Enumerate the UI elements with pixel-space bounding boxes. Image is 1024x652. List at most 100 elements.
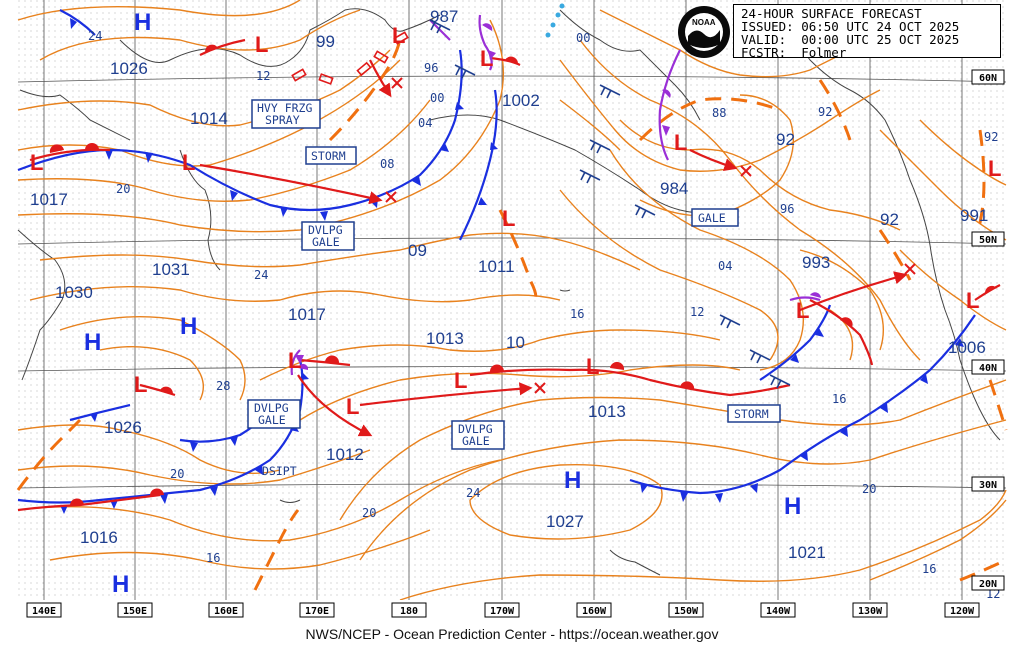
pressure-label: 1016 [80, 528, 118, 547]
noaa-logo-text: NOAA [692, 18, 716, 27]
storm-tracks [199, 59, 908, 437]
lat-label: 30N [979, 480, 997, 491]
map-background [18, 0, 1006, 600]
storm-warning-2: STORM [734, 407, 769, 421]
lon-label: 140W [766, 606, 791, 617]
noaa-logo: NOAA [678, 6, 730, 58]
isobar-label: 24 [88, 29, 102, 43]
high-center: H [134, 9, 151, 36]
dvlpg-gale-2-line1: DVLPG [254, 401, 289, 415]
warm-front-bumps [49, 44, 997, 506]
cold-front-teeth [60, 18, 964, 514]
high-centers: H H H H H H [84, 9, 801, 598]
low-center: L [502, 206, 515, 231]
lon-label-box [26, 602, 62, 618]
lon-label-box [299, 602, 335, 618]
dvlpg-gale-1-line1: DVLPG [308, 223, 343, 237]
low-center: L [346, 394, 359, 419]
pressure-label: 1027 [546, 512, 584, 531]
lat-label-box [971, 231, 1005, 247]
lon-label: 150W [674, 606, 699, 617]
isobar-label: 09 [408, 241, 427, 260]
lon-label-box [117, 602, 153, 618]
isobar-label: 12 [690, 305, 704, 319]
isobar-label: 20 [362, 506, 376, 520]
isobar-label: 20 [862, 482, 876, 496]
pressure-label: 1013 [426, 329, 464, 348]
low-center: L [796, 298, 809, 323]
pressure-label: 1031 [152, 260, 190, 279]
occluded-front-symbols [295, 23, 821, 370]
low-center: L [30, 150, 43, 175]
lon-label: 130W [858, 606, 883, 617]
lat-label: 60N [979, 73, 997, 84]
lon-label-box [852, 602, 888, 618]
coastlines [17, 8, 1001, 576]
low-center: L [586, 354, 599, 379]
isobar-label: 10 [506, 333, 525, 352]
pressure-label: 984 [660, 179, 688, 198]
pressure-label: 99 [316, 32, 335, 51]
pressure-label: 88 [712, 106, 726, 120]
pressure-labels: 1026 1017 1014 99 987 1002 984 92 993 99… [30, 7, 988, 562]
lon-label-box [484, 602, 520, 618]
isobar-label: 16 [570, 307, 584, 321]
dvlpg-gale-2-line2: GALE [258, 413, 286, 427]
pressure-label: 993 [802, 253, 830, 272]
forecast-title: 24-HOUR SURFACE FORECAST [741, 6, 922, 21]
dvlpg-gale-1-line2: GALE [312, 235, 340, 249]
low-center: L [182, 150, 195, 175]
lat-label-box [971, 476, 1005, 492]
pressure-label: 1021 [788, 543, 826, 562]
lon-label: 180 [400, 606, 418, 617]
low-center: L [255, 32, 268, 57]
high-center: H [564, 467, 581, 494]
low-center: L [288, 348, 301, 373]
pressure-label: 991 [960, 206, 988, 225]
pressure-label: 92 [776, 130, 795, 149]
isobar-label: 20 [170, 467, 184, 481]
isobar-label: 24 [254, 268, 268, 282]
isobar-label: 96 [780, 202, 794, 216]
pressure-label: 1006 [948, 338, 986, 357]
pressure-label: 1011 [478, 257, 515, 276]
isobar-label: 24 [466, 486, 480, 500]
lat-label-box [971, 575, 1005, 591]
isobar-label: 16 [206, 551, 220, 565]
lon-label-box [576, 602, 612, 618]
isobar-label: 16 [832, 392, 846, 406]
low-center: L [674, 130, 687, 155]
issued-time: ISSUED: 06:50 UTC 24 OCT 2025 [741, 19, 960, 34]
gale-warning: GALE [698, 211, 726, 225]
isobar-label: 92 [818, 105, 832, 119]
isobar-labels: 24 12 96 00 04 08 09 20 24 28 20 16 16 1… [88, 29, 1000, 601]
pressure-label: 1026 [110, 59, 148, 78]
pressure-label: 1014 [190, 109, 228, 128]
storm-warning-1: STORM [311, 149, 346, 163]
warning-boxes: HVY FRZG SPRAY STORM DVLPG GALE GALE DVL… [247, 99, 781, 478]
forecaster: FCSTR: Folmer [741, 45, 847, 60]
lon-label: 160W [582, 606, 607, 617]
occluded-fronts [290, 14, 821, 376]
isobar-label: 00 [576, 31, 590, 45]
low-centers [385, 77, 916, 394]
pressure-label: 987 [430, 7, 458, 26]
lon-label: 140E [32, 606, 56, 617]
pressure-label: 92 [880, 210, 899, 229]
dvlpg-gale-3-line2: GALE [462, 434, 490, 448]
high-center: H [784, 493, 801, 520]
footer-credit: NWS/NCEP - Ocean Prediction Center - htt… [305, 626, 719, 642]
lon-label-box [760, 602, 796, 618]
isobar-label: 04 [418, 116, 432, 130]
lat-axis: 60N 50N 40N 30N 20N [971, 69, 1005, 591]
low-center: L [966, 288, 979, 313]
forecast-info-box: 24-HOUR SURFACE FORECAST ISSUED: 06:50 U… [733, 4, 1001, 60]
high-center: H [180, 313, 197, 340]
pressure-label: 1030 [55, 283, 93, 302]
pressure-label: 1017 [30, 190, 68, 209]
low-center: L [480, 46, 493, 71]
lon-label-box [391, 602, 427, 618]
isobar-label: 28 [216, 379, 230, 393]
isobar-labels-extra: 24 20 92 [362, 130, 998, 520]
